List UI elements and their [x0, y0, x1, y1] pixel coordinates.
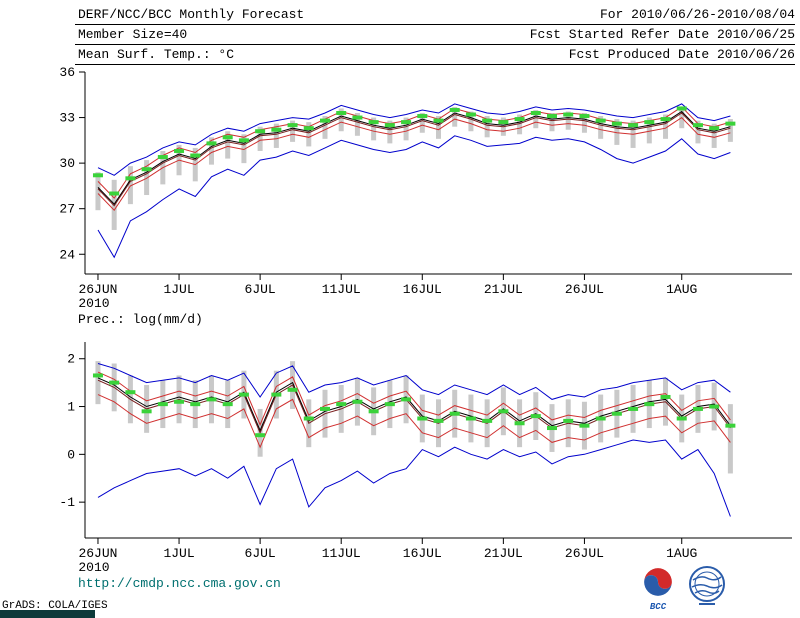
bcc-logo-swirl-icon: [644, 568, 672, 596]
header-row-1: DERF/NCC/BCC Monthly Forecast For 2010/0…: [78, 7, 795, 22]
svg-text:16JUL: 16JUL: [403, 282, 442, 297]
header-divider-2: [75, 44, 795, 45]
svg-text:33: 33: [59, 111, 75, 126]
svg-text:24: 24: [59, 247, 75, 262]
temp-panel-label: Mean Surf. Temp.: °C: [78, 47, 235, 62]
svg-text:1JUL: 1JUL: [163, 546, 194, 561]
svg-text:2010: 2010: [78, 296, 109, 311]
precip-chart: -1 0 1 2 26JUN 1JUL 6JUL 11JUL 16JUL 21JUL 26JUL 1A…: [59, 342, 792, 575]
website-url: http://cmdp.ncc.cma.gov.cn: [78, 576, 281, 591]
svg-text:27: 27: [59, 202, 75, 217]
svg-text:1: 1: [67, 400, 75, 415]
svg-text:0: 0: [67, 447, 75, 462]
header-divider-1: [75, 24, 795, 25]
cma-globe-icon: [689, 566, 725, 605]
svg-text:6JUL: 6JUL: [245, 546, 276, 561]
fcst-started-label: Fcst Started Refer Date 2010/06/25: [529, 27, 795, 42]
fcst-produced-label: Fcst Produced Date 2010/06/26: [568, 47, 795, 62]
svg-text:1JUL: 1JUL: [163, 282, 194, 297]
cma-logo: [684, 564, 730, 613]
header-row-2: Member Size=40 Fcst Started Refer Date 2…: [78, 27, 795, 42]
svg-text:26JUN: 26JUN: [78, 282, 117, 297]
bcc-logo-label: BCC: [649, 602, 667, 612]
bcc-logo: BCC: [638, 566, 678, 612]
precip-panel-label: Prec.: log(mm/d): [78, 312, 203, 327]
bottom-corner-bar: [0, 610, 95, 618]
svg-text:1AUG: 1AUG: [666, 546, 697, 561]
forecast-range: For 2010/06/26-2010/08/04: [599, 7, 795, 22]
svg-text:1AUG: 1AUG: [666, 282, 697, 297]
svg-text:30: 30: [59, 156, 75, 171]
svg-text:21JUL: 21JUL: [484, 546, 523, 561]
svg-text:2: 2: [67, 352, 75, 367]
svg-text:6JUL: 6JUL: [245, 282, 276, 297]
svg-text:26JUL: 26JUL: [565, 546, 604, 561]
svg-text:36: 36: [59, 65, 75, 80]
page-title: DERF/NCC/BCC Monthly Forecast: [78, 7, 305, 22]
svg-text:11JUL: 11JUL: [322, 546, 361, 561]
svg-text:2010: 2010: [78, 560, 109, 575]
svg-text:16JUL: 16JUL: [403, 546, 442, 561]
svg-text:26JUL: 26JUL: [565, 282, 604, 297]
svg-text:11JUL: 11JUL: [322, 282, 361, 297]
header-row-3: Mean Surf. Temp.: °C Fcst Produced Date …: [78, 47, 795, 62]
svg-text:26JUN: 26JUN: [78, 546, 117, 561]
surface-temp-chart: 24 27 30 33 36 26JUN 1JUL 6JUL 11JUL 16JUL 21JUL 26…: [59, 65, 792, 311]
svg-text:21JUL: 21JUL: [484, 282, 523, 297]
header-divider-3: [75, 64, 795, 65]
member-size-label: Member Size=40: [78, 27, 188, 42]
grads-credit: GrADS: COLA/IGES: [2, 600, 108, 612]
svg-text:-1: -1: [59, 495, 75, 510]
